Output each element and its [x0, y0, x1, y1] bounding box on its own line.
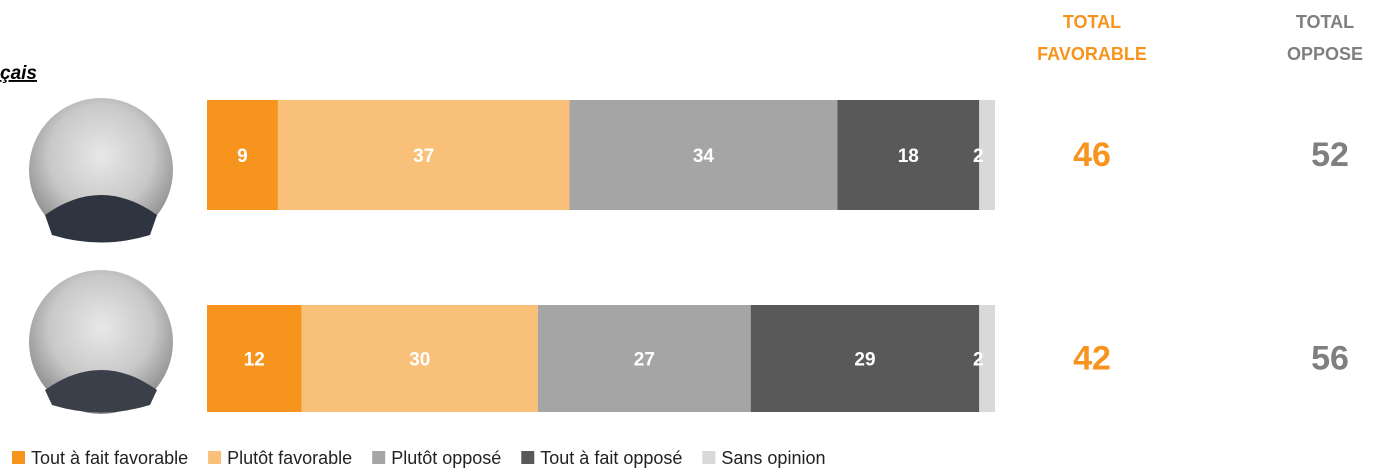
bar-segment	[979, 305, 995, 412]
bar-segment	[207, 305, 302, 412]
portrait-suit	[45, 195, 157, 243]
bar-segment	[750, 305, 980, 412]
data-label: 18	[898, 146, 919, 167]
data-label: 2	[973, 146, 984, 167]
data-label: 29	[854, 350, 875, 371]
legend-label: Tout à fait opposé	[540, 448, 682, 468]
bar-segment	[277, 100, 570, 210]
portrait-suit	[45, 370, 157, 413]
total-header: TOTAL FAVORABLE	[1037, 12, 1147, 64]
legend-swatch	[372, 451, 386, 464]
legend-swatch	[521, 451, 535, 464]
legend-swatch	[702, 451, 716, 464]
data-label: 9	[237, 146, 248, 167]
bar-segment	[207, 100, 278, 210]
data-label: 27	[634, 350, 655, 371]
bar-segment	[569, 100, 838, 210]
bar-segment	[979, 100, 995, 210]
legend-label: Plutôt opposé	[391, 448, 501, 468]
bar-segment	[301, 305, 538, 412]
bar-segment	[837, 100, 980, 210]
legend-swatch	[208, 451, 222, 464]
total-header: TOTAL OPPOSE	[1286, 12, 1364, 64]
chart-title: çais	[0, 63, 37, 84]
data-label: 12	[244, 350, 265, 371]
bar-segment	[537, 305, 751, 412]
legend-label: Sans opinion	[721, 448, 825, 468]
total-value: 42	[1073, 339, 1111, 377]
portrait	[29, 270, 173, 414]
data-label: 37	[413, 146, 434, 167]
total-value: 56	[1311, 339, 1349, 377]
legend-swatch	[12, 451, 25, 464]
legend-label: Plutôt favorable	[227, 448, 352, 468]
total-value: 52	[1311, 136, 1349, 174]
data-label: 30	[409, 350, 430, 371]
total-value: 46	[1073, 136, 1111, 174]
data-label: 34	[693, 146, 715, 167]
legend-label: Tout à fait favorable	[31, 448, 188, 468]
data-label: 2	[973, 350, 984, 371]
